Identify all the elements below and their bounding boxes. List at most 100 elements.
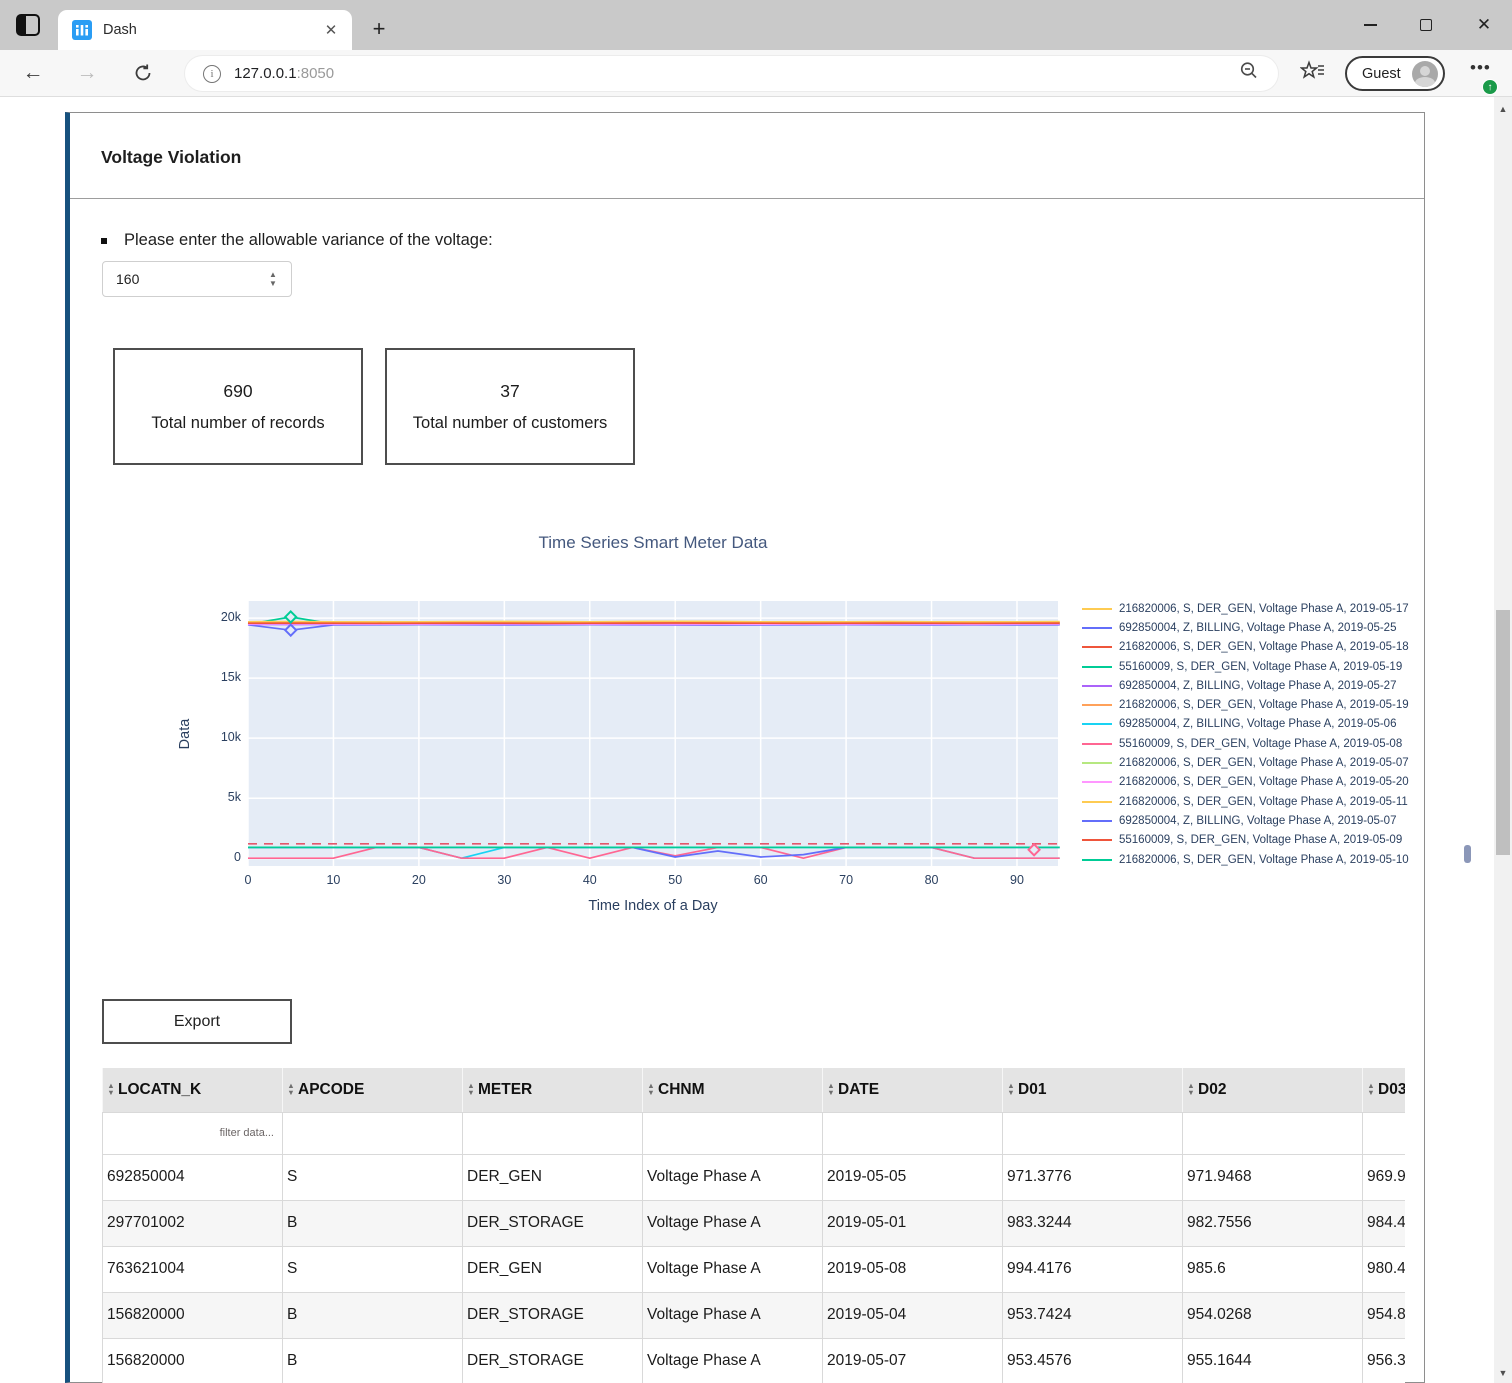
column-header-d02[interactable]: ▲ ▼ D02 (1182, 1068, 1363, 1113)
page-scrollbar[interactable]: ▲ ▼ (1494, 97, 1512, 1383)
browser-tab[interactable]: Dash ✕ (58, 10, 352, 50)
card-header: Voltage Violation (70, 113, 1424, 199)
zoom-out-icon[interactable] (1238, 60, 1260, 87)
table-cell: S (282, 1153, 463, 1201)
legend-item[interactable]: 216820006, S, DER_GEN, Voltage Phase A, … (1082, 850, 1474, 869)
table-cell: 980.4 (1362, 1245, 1405, 1293)
sort-icon[interactable]: ▲ ▼ (1367, 1081, 1375, 1097)
variance-prompt: Please enter the allowable variance of t… (101, 231, 493, 250)
sort-icon[interactable]: ▲ ▼ (647, 1081, 655, 1097)
number-stepper-icon[interactable]: ▲ ▼ (269, 270, 277, 288)
legend-label: 216820006, S, DER_GEN, Voltage Phase A, … (1119, 776, 1409, 789)
column-label: METER (478, 1080, 533, 1098)
legend-line-swatch (1082, 858, 1112, 861)
column-label: DATE (838, 1080, 880, 1098)
column-header-apcode[interactable]: ▲ ▼ APCODE (282, 1068, 463, 1113)
scroll-down-icon[interactable]: ▼ (1498, 1368, 1508, 1378)
table-cell: 969.9 (1362, 1153, 1405, 1201)
back-icon[interactable]: ← (22, 61, 44, 84)
table-row: 692850004 S DER_GEN Voltage Phase A 2019-05-… (102, 1153, 1405, 1201)
scrollbar-thumb[interactable] (1496, 610, 1510, 855)
filter-cell[interactable] (1002, 1111, 1183, 1155)
column-label: LOCATN_K (118, 1080, 202, 1098)
new-tab-icon[interactable]: + (372, 16, 386, 41)
column-header-chnm[interactable]: ▲ ▼ CHNM (642, 1068, 823, 1113)
table-cell: 156820000 (102, 1337, 283, 1383)
refresh-icon[interactable] (128, 58, 158, 88)
y-tick-label: 20k (220, 610, 241, 625)
time-series-chart[interactable]: Data 0 5k 10k 15k 20k 0 10 20 30 40 50 60 70 80 90 (177, 601, 1060, 887)
column-header-meter[interactable]: ▲ ▼ METER (462, 1068, 643, 1113)
info-icon[interactable]: i (203, 64, 221, 83)
legend-line-swatch (1082, 742, 1112, 745)
table-cell: B (282, 1291, 463, 1339)
legend-item[interactable]: 55160009, S, DER_GEN, Voltage Phase A, 2… (1082, 831, 1474, 850)
legend-label: 55160009, S, DER_GEN, Voltage Phase A, 2… (1119, 834, 1403, 847)
maximize-icon[interactable] (1400, 0, 1452, 50)
sort-icon[interactable]: ▲ ▼ (467, 1081, 475, 1097)
filter-cell[interactable] (462, 1111, 643, 1155)
table-cell: 954.8 (1362, 1291, 1405, 1339)
filter-cell[interactable] (1182, 1111, 1363, 1155)
y-tick-label: 10k (220, 730, 241, 745)
column-header-d01[interactable]: ▲ ▼ D01 (1002, 1068, 1183, 1113)
legend-item[interactable]: 55160009, S, DER_GEN, Voltage Phase A, 2… (1082, 657, 1474, 676)
scroll-up-icon[interactable]: ▲ (1498, 104, 1508, 114)
legend-item[interactable]: 692850004, Z, BILLING, Voltage Phase A, … (1082, 618, 1474, 637)
table-cell: 983.3244 (1002, 1199, 1183, 1247)
profile-button[interactable]: Guest (1345, 56, 1445, 91)
legend-line-swatch (1082, 762, 1112, 765)
variance-input[interactable] (102, 261, 292, 297)
filter-cell[interactable] (822, 1111, 1003, 1155)
chart-legend: 216820006, S, DER_GEN, Voltage Phase A, … (1082, 599, 1474, 871)
legend-item[interactable]: 692850004, Z, BILLING, Voltage Phase A, … (1082, 715, 1474, 734)
legend-item[interactable]: 216820006, S, DER_GEN, Voltage Phase A, … (1082, 792, 1474, 811)
legend-item[interactable]: 216820006, S, DER_GEN, Voltage Phase A, … (1082, 638, 1474, 657)
sort-icon[interactable]: ▲ ▼ (107, 1081, 115, 1097)
table-cell: 971.3776 (1002, 1153, 1183, 1201)
legend-item[interactable]: 692850004, Z, BILLING, Voltage Phase A, … (1082, 811, 1474, 830)
legend-line-swatch (1082, 819, 1112, 822)
filter-cell[interactable] (282, 1111, 463, 1155)
table-cell: 763621004 (102, 1245, 283, 1293)
legend-label: 216820006, S, DER_GEN, Voltage Phase A, … (1119, 853, 1409, 866)
legend-item[interactable]: 216820006, S, DER_GEN, Voltage Phase A, … (1082, 599, 1474, 618)
close-icon[interactable]: ✕ (1476, 15, 1492, 34)
browser-titlebar: Dash ✕ + ✕ (0, 0, 1512, 50)
page-title: Voltage Violation (101, 147, 242, 167)
filter-cell[interactable] (1362, 1111, 1405, 1155)
table-cell: 953.4576 (1002, 1337, 1183, 1383)
table-row: 297701002 B DER_STORAGE Voltage Phase A 2019… (102, 1199, 1405, 1247)
column-label: CHNM (658, 1080, 705, 1098)
minimize-icon[interactable] (1344, 0, 1396, 50)
sort-icon[interactable]: ▲ ▼ (827, 1081, 835, 1097)
table-cell: 956.3 (1362, 1337, 1405, 1383)
column-header-locatn_k[interactable]: ▲ ▼ LOCATN_K (102, 1068, 283, 1113)
x-tick-label: 40 (582, 873, 597, 887)
tab-actions-icon[interactable] (16, 14, 40, 36)
table-cell: 2019-05-05 (822, 1153, 1003, 1201)
sort-icon[interactable]: ▲ ▼ (1007, 1081, 1015, 1097)
legend-item[interactable]: 216820006, S, DER_GEN, Voltage Phase A, … (1082, 753, 1474, 772)
legend-item[interactable]: 216820006, S, DER_GEN, Voltage Phase A, … (1082, 695, 1474, 714)
y-tick-label: 0 (234, 850, 241, 865)
favorites-icon[interactable] (1299, 60, 1326, 89)
sort-icon[interactable]: ▲ ▼ (1187, 1081, 1195, 1097)
filter-cell[interactable]: filter data... (102, 1111, 283, 1155)
legend-item[interactable]: 216820006, S, DER_GEN, Voltage Phase A, … (1082, 773, 1474, 792)
table-cell: 971.9468 (1182, 1153, 1363, 1201)
legend-item[interactable]: 55160009, S, DER_GEN, Voltage Phase A, 2… (1082, 734, 1474, 753)
sort-icon[interactable]: ▲ ▼ (287, 1081, 295, 1097)
legend-line-swatch (1082, 704, 1112, 707)
tab-close-icon[interactable]: ✕ (324, 22, 338, 39)
export-button[interactable]: Export (102, 999, 292, 1044)
forward-icon[interactable]: → (76, 61, 98, 84)
url-bar[interactable]: i 127.0.0.1:8050 (185, 56, 1278, 91)
more-menu-icon[interactable]: ••• (1470, 58, 1491, 77)
column-header-date[interactable]: ▲ ▼ DATE (822, 1068, 1003, 1113)
column-header-d03[interactable]: ▲ ▼ D03 (1362, 1068, 1405, 1113)
legend-scrollbar-thumb[interactable] (1464, 845, 1471, 863)
filter-cell[interactable] (642, 1111, 823, 1155)
legend-item[interactable]: 692850004, Z, BILLING, Voltage Phase A, … (1082, 676, 1474, 695)
